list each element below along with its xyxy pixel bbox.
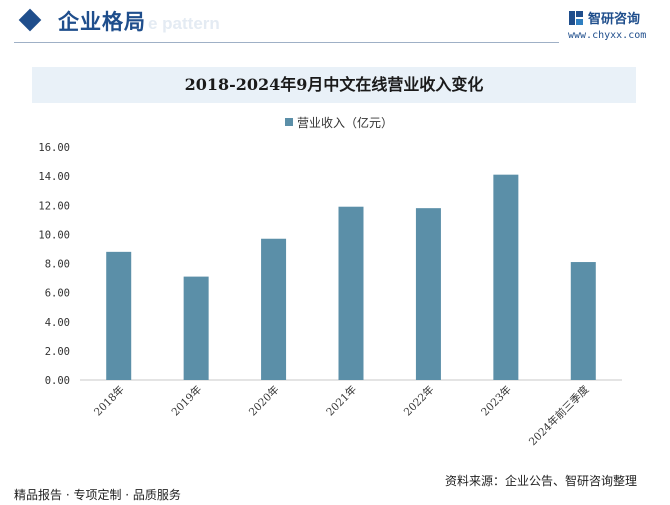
header-divider	[14, 42, 559, 43]
y-tick-label: 14.00	[38, 171, 70, 183]
x-tick-label: 2018年	[91, 383, 127, 419]
y-tick-label: 12.00	[38, 200, 70, 212]
legend-swatch	[285, 118, 293, 126]
x-tick-label: 2024年前三季度	[526, 383, 592, 449]
chart-title-band: 2018-2024年9月中文在线营业收入变化	[32, 67, 636, 103]
y-tick-label: 6.00	[45, 288, 70, 300]
header-watermark: e pattern	[148, 14, 220, 33]
x-tick-label: 2022年	[401, 383, 437, 419]
brand-url: www.chyxx.com	[568, 30, 647, 41]
chart-title: 2018-2024年9月中文在线营业收入变化	[184, 75, 484, 94]
bar	[415, 208, 441, 380]
y-tick-label: 2.00	[45, 346, 70, 358]
footer-tagline: 精品报告 · 专项定制 · 品质服务	[14, 488, 181, 502]
x-tick-label: 2020年	[246, 383, 282, 419]
bar	[493, 174, 519, 380]
y-tick-label: 10.00	[38, 229, 70, 241]
brand-name: 智研咨询	[588, 12, 641, 27]
y-tick-label: 4.00	[45, 317, 70, 329]
y-tick-label: 8.00	[45, 259, 70, 271]
source-note: 资料来源：企业公告、智研咨询整理	[445, 474, 638, 488]
x-tick-label: 2021年	[324, 383, 360, 419]
bar	[106, 251, 132, 380]
legend-label: 营业收入（亿元）	[297, 116, 394, 130]
page-header: 企业格局 e pattern 智研咨询 www.chyxx.com	[0, 0, 670, 48]
y-tick-label: 0.00	[45, 375, 70, 387]
bar	[338, 206, 364, 380]
bar	[183, 276, 209, 380]
y-tick-label: 16.00	[38, 142, 70, 154]
bar	[261, 238, 287, 380]
x-tick-label: 2023年	[478, 383, 514, 419]
section-title: 企业格局	[58, 10, 146, 34]
x-tick-label: 2019年	[169, 383, 205, 419]
brand-logo-icon	[569, 11, 583, 25]
bar	[570, 262, 596, 380]
